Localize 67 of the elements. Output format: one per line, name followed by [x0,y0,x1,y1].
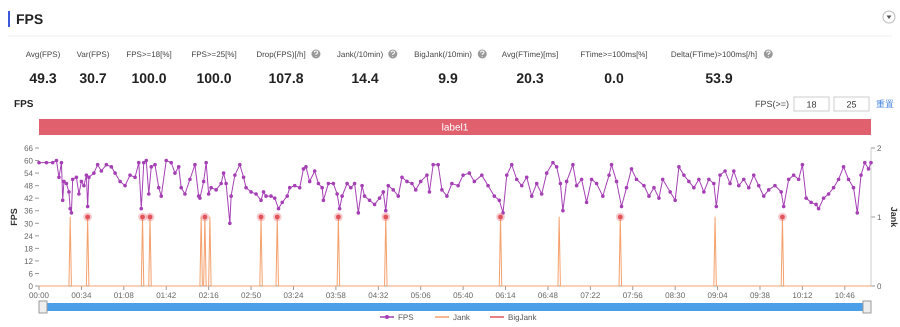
y-tick-label: 60 [24,156,34,166]
text: 9.9 [438,70,458,86]
x-tick-label: 01:08 [114,291,134,300]
text: 0.0 [604,70,624,86]
category-label: Drop(FPS)[/h] [256,50,306,59]
text: FPS [16,11,44,27]
input-field: 25 [834,96,870,112]
text: 20.3 [516,70,544,86]
y-tick-label: 36 [24,206,34,216]
y-tick-label: 18 [24,244,34,254]
y-tick-label: 12 [24,256,34,266]
x-tick-label: 05:06 [410,291,432,300]
x-tick-label: 10:46 [834,291,856,300]
text: 30.7 [79,70,107,86]
y2-tick-label: 1 [877,213,882,222]
category-label: Delta(FTime)>100ms[/h] [670,50,758,59]
category-label: FTime>=100ms[%] [580,50,648,59]
category-label: Var(FPS) [76,50,110,59]
category-label: Avg(FTime)[ms] [502,50,558,59]
x-tick-label: 02:16 [198,291,220,300]
x-tick-label: 05:40 [453,291,474,300]
x-tick-label: 10:12 [792,291,813,300]
input-field: 18 [794,96,830,112]
text: 重置 [876,99,894,110]
y-tick-label: 6 [28,269,34,278]
x-tick-label: 03:24 [283,291,304,300]
x-tick-label: 03:58 [326,291,346,300]
x-tick-label: 08:30 [665,291,686,300]
y2-tick-label: 0 [877,282,882,291]
y-tick-label: 54 [24,169,34,178]
x-tick-label: 00:00 [28,291,50,300]
x-tick-label: 07:56 [622,291,644,300]
category-label: FPS>=25[%] [191,50,237,59]
x-tick-label: 09:38 [750,291,771,300]
category-label: Avg(FPS) [26,50,61,59]
y2-axis-title: Jank [889,206,899,228]
category-label: Jank(/10min) [336,50,384,59]
text: 53.9 [705,70,733,86]
category-label: BigJank(/10min) [414,50,472,59]
y-tick-label: 42 [24,194,34,204]
chart-title: FPS [14,99,34,110]
x-tick-label: 06:14 [496,291,516,300]
text: FPS(>=) [754,99,789,109]
y-tick-label: 30 [24,219,34,228]
text: 14.4 [351,70,379,86]
text: 100.0 [131,70,167,86]
x-tick-label: 04:32 [368,291,389,300]
legend-label: BigJank [508,313,538,322]
y-axis-title: FPS [9,208,19,226]
legend-label: Jank [453,313,471,322]
category-label: FPS>=18[%] [126,50,172,59]
x-tick-label: 02:50 [241,291,262,300]
y2-tick-label: 2 [877,144,882,153]
x-tick-label: 06:48 [538,291,558,300]
x-tick-label: 07:22 [580,291,601,300]
text: label1 [442,122,469,134]
y-tick-label: 48 [24,182,34,191]
text: 100.0 [196,70,232,86]
y-tick-label: 24 [24,232,34,241]
y-tick-label: 66 [24,144,34,153]
x-tick-label: 00:34 [71,291,92,300]
x-tick-label: 01:42 [156,291,177,300]
x-tick-label: 09:04 [708,291,728,300]
legend-label: FPS [398,313,414,322]
text: 107.8 [268,70,304,86]
y-tick-label: 0 [28,282,34,291]
text: 49.3 [29,70,57,86]
